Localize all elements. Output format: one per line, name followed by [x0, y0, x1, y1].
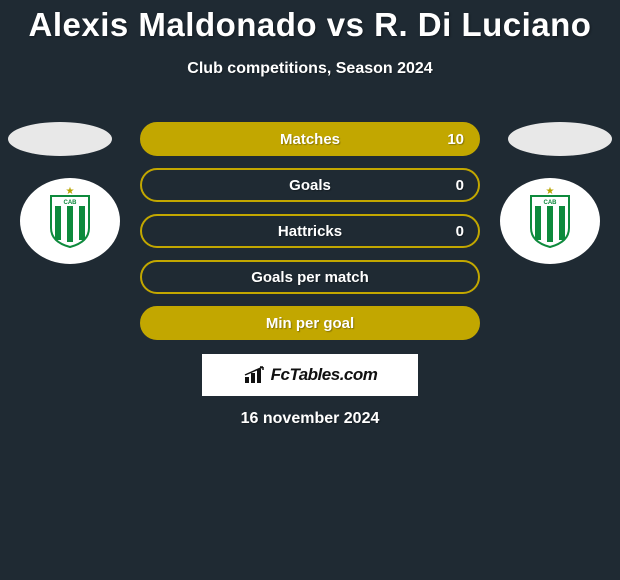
stat-label: Goals [289, 177, 331, 194]
svg-text:CAB: CAB [544, 200, 558, 206]
branding-badge: FcTables.com [202, 354, 418, 396]
stat-row: Hattricks 0 [140, 214, 480, 248]
star-icon: ★ [66, 186, 75, 197]
stat-row: Goals 0 [140, 168, 480, 202]
stat-label: Min per goal [266, 315, 354, 332]
player-photo-right [508, 122, 612, 156]
shield-icon: CAB [527, 194, 573, 248]
stat-value-right: 0 [456, 223, 464, 240]
page-title: Alexis Maldonado vs R. Di Luciano [0, 0, 620, 44]
stat-value-right: 10 [447, 131, 464, 148]
stat-row: Matches 10 [140, 122, 480, 156]
club-badge-right: ★ CAB [500, 178, 600, 264]
bars-icon [243, 365, 267, 385]
stat-label: Hattricks [278, 223, 342, 240]
stat-label: Matches [280, 131, 340, 148]
stats-panel: Matches 10 Goals 0 Hattricks 0 Goals per match… [140, 122, 480, 352]
date-label: 16 november 2024 [241, 410, 380, 428]
stat-label: Goals per match [251, 269, 369, 286]
svg-text:CAB: CAB [64, 200, 78, 206]
club-badge-left: ★ CAB [20, 178, 120, 264]
star-icon: ★ [546, 186, 555, 197]
subtitle: Club competitions, Season 2024 [0, 60, 620, 78]
stat-value-right: 0 [456, 177, 464, 194]
branding-text: FcTables.com [271, 365, 378, 385]
stat-row: Goals per match [140, 260, 480, 294]
shield-icon: CAB [47, 194, 93, 248]
player-photo-left [8, 122, 112, 156]
stat-row: Min per goal [140, 306, 480, 340]
